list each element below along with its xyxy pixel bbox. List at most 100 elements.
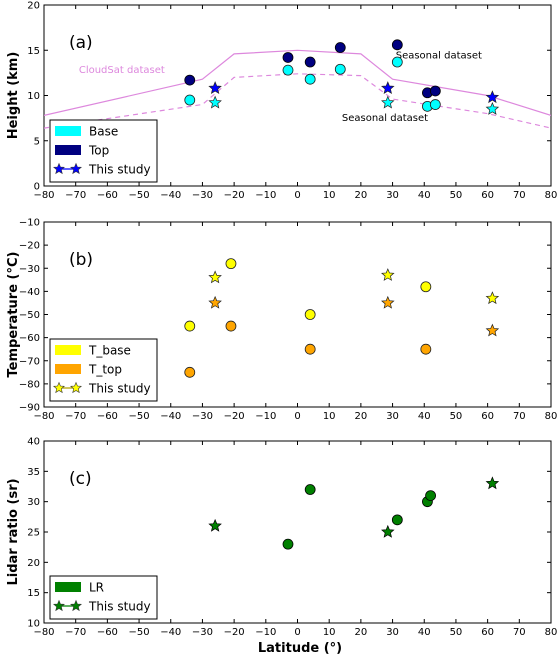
legend: Base Top This study bbox=[49, 119, 158, 183]
x-tick-label: 10 bbox=[323, 190, 336, 201]
x-axis-title: Latitude (°) bbox=[258, 641, 342, 656]
x-tick-label: −40 bbox=[160, 627, 181, 638]
y-tick-label: 10 bbox=[27, 91, 40, 102]
data-point-circle bbox=[184, 320, 196, 332]
data-point-circle bbox=[282, 538, 294, 550]
x-tick-label: −60 bbox=[97, 411, 118, 422]
seasonal-dataset-line bbox=[44, 73, 551, 129]
y-tick-label: −50 bbox=[19, 310, 40, 321]
x-tick-label: 70 bbox=[513, 627, 526, 638]
data-point-circle bbox=[304, 73, 316, 85]
data-point-star bbox=[485, 90, 500, 104]
y-tick-label: 15 bbox=[27, 588, 40, 599]
x-tick-label: −70 bbox=[65, 627, 86, 638]
data-point-circle bbox=[225, 258, 237, 270]
x-tick-label: 20 bbox=[355, 627, 368, 638]
x-tick-label: 50 bbox=[450, 627, 463, 638]
data-point-circle bbox=[184, 74, 196, 86]
annotation-text: CloudSat dataset bbox=[79, 65, 165, 76]
data-point-circle bbox=[391, 39, 403, 51]
x-tick-label: −10 bbox=[255, 190, 276, 201]
legend-swatch bbox=[55, 126, 81, 136]
x-tick-label: 50 bbox=[450, 190, 463, 201]
data-point-star bbox=[381, 95, 395, 109]
x-tick-label: 60 bbox=[481, 411, 494, 422]
data-point-star bbox=[485, 323, 500, 337]
data-point-circle bbox=[420, 281, 432, 293]
data-point-star bbox=[208, 95, 222, 109]
x-tick-label: 70 bbox=[513, 190, 526, 201]
x-tick-label: −40 bbox=[160, 190, 181, 201]
y-tick-label: 40 bbox=[27, 437, 40, 448]
x-tick-label: −80 bbox=[33, 411, 54, 422]
x-tick-label: 10 bbox=[323, 627, 336, 638]
data-point-circle bbox=[304, 309, 316, 320]
y-axis-title: Height (km) bbox=[6, 52, 21, 140]
legend: LR This study bbox=[49, 575, 158, 620]
x-tick-label: −70 bbox=[65, 190, 86, 201]
legend-swatch bbox=[55, 582, 81, 592]
cloudsat-dataset-line bbox=[44, 49, 551, 116]
data-point-star bbox=[381, 268, 395, 281]
y-tick-label: −80 bbox=[19, 379, 40, 390]
legend-label: T_top bbox=[88, 363, 122, 377]
data-point-star bbox=[381, 295, 395, 309]
data-point-star bbox=[208, 518, 222, 532]
x-tick-label: 40 bbox=[418, 411, 431, 422]
legend-star bbox=[70, 162, 82, 175]
data-point-star bbox=[208, 270, 222, 284]
y-tick-label: 0 bbox=[34, 182, 40, 193]
x-tick-label: 30 bbox=[386, 627, 399, 638]
legend-label: This study bbox=[88, 382, 151, 396]
x-tick-label: −80 bbox=[33, 627, 54, 638]
x-tick-label: 20 bbox=[355, 411, 368, 422]
x-tick-label: 20 bbox=[355, 190, 368, 201]
x-tick-label: −30 bbox=[192, 190, 213, 201]
panel-a: −80 −70 −60 −50 −40 −30 −20 −10 0 10 20 30 40 50 60 70 8… bbox=[6, 1, 557, 202]
legend-label: Top bbox=[88, 144, 109, 158]
x-tick-label: 30 bbox=[386, 190, 399, 201]
data-point-circle bbox=[184, 94, 196, 106]
panel-label: (c) bbox=[69, 469, 92, 489]
data-point-circle bbox=[282, 64, 294, 76]
x-tick-label: 0 bbox=[294, 411, 300, 422]
x-tick-label: −80 bbox=[33, 190, 54, 201]
data-point-circle bbox=[391, 514, 403, 526]
y-tick-label: −90 bbox=[19, 403, 40, 414]
x-tick-label: −50 bbox=[129, 411, 150, 422]
y-axis-title: Temperature (°C) bbox=[6, 252, 21, 378]
x-tick-label: 10 bbox=[323, 411, 336, 422]
x-tick-label: 0 bbox=[294, 627, 300, 638]
legend-label: T_base bbox=[88, 344, 131, 358]
x-tick-label: 70 bbox=[513, 411, 526, 422]
data-point-circle bbox=[429, 85, 441, 97]
annotation-text: Seasonal dataset bbox=[342, 113, 428, 124]
data-point-star bbox=[485, 101, 500, 115]
y-tick-label: 35 bbox=[27, 467, 40, 478]
legend-star bbox=[53, 162, 65, 175]
panel-c: −80 −70 −60 −50 −40 −30 −20 −10 0 10 20 30 40 50 60 70 8… bbox=[6, 437, 557, 639]
legend-swatch bbox=[55, 364, 81, 374]
x-tick-label: −40 bbox=[160, 411, 181, 422]
data-point-star bbox=[381, 81, 395, 95]
panel-label: (b) bbox=[69, 250, 93, 270]
data-point-star bbox=[485, 291, 500, 305]
annotation-text: Seasonal dataset bbox=[396, 50, 482, 61]
legend-label: LR bbox=[89, 581, 104, 595]
x-tick-label: −20 bbox=[224, 627, 245, 638]
x-tick-label: −10 bbox=[255, 411, 276, 422]
y-tick-label: −70 bbox=[19, 356, 40, 367]
y-tick-label: 20 bbox=[27, 558, 40, 569]
x-tick-label: 50 bbox=[450, 411, 463, 422]
legend-swatch bbox=[55, 145, 81, 155]
x-tick-label: −50 bbox=[129, 190, 150, 201]
y-tick-label: −30 bbox=[19, 264, 40, 275]
y-tick-label: 20 bbox=[27, 1, 40, 12]
panel-b: −80 −70 −60 −50 −40 −30 −20 −10 0 10 20 30 40 50 60 70 8… bbox=[6, 218, 557, 423]
y-tick-label: −40 bbox=[19, 287, 40, 298]
data-point-star bbox=[208, 81, 222, 95]
x-tick-label: 80 bbox=[545, 411, 558, 422]
x-tick-label: −20 bbox=[224, 190, 245, 201]
legend-star bbox=[70, 381, 82, 394]
